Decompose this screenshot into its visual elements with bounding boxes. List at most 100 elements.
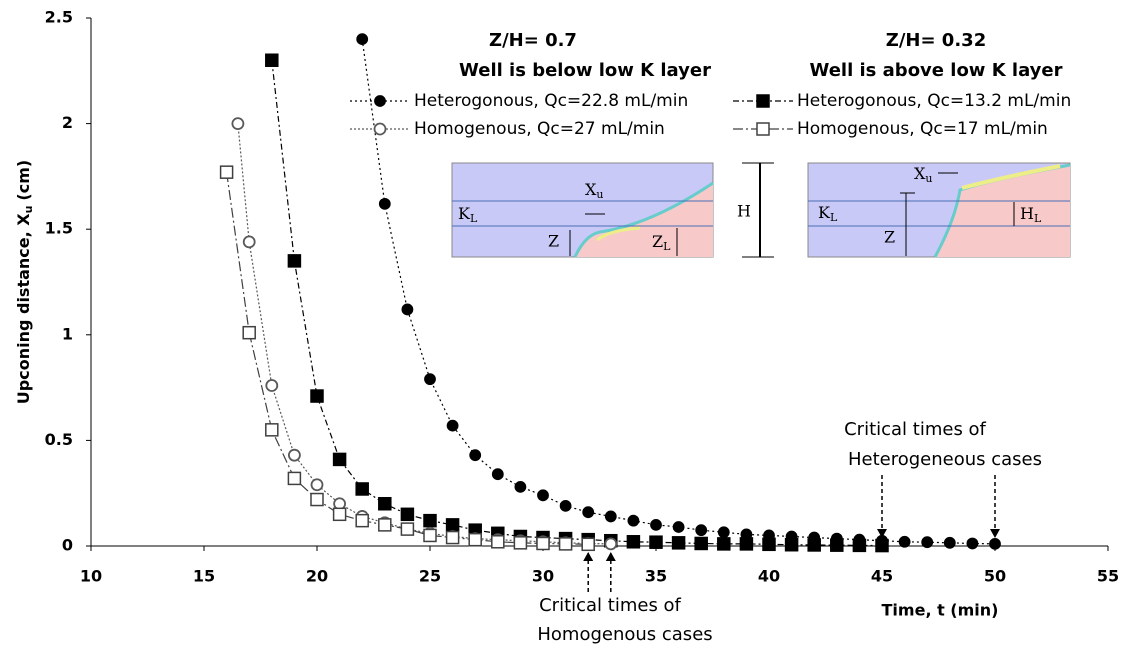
series-line (271, 60, 883, 547)
annotation: Z/H= 0.7 (489, 30, 577, 51)
marker (378, 197, 391, 210)
marker (356, 33, 369, 46)
marker (537, 489, 549, 502)
annotation: Well is above low K layer (809, 60, 1062, 81)
arrow-head (605, 552, 616, 561)
marker (265, 53, 279, 67)
y-tick-label: 1.5 (45, 219, 73, 238)
legend-marker (374, 95, 386, 107)
marker (310, 492, 324, 507)
marker (287, 471, 302, 486)
x-tick-label: 35 (645, 567, 667, 586)
marker (807, 538, 821, 552)
x-axis-title: Time, t (min) (882, 601, 999, 620)
inset-label: HL (1020, 204, 1042, 226)
inset-label: KL (458, 204, 478, 226)
marker (424, 373, 436, 386)
legend-label: Homogenous, Qc=27 mL/min (414, 119, 665, 139)
marker (989, 537, 1001, 550)
x-tick-label: 50 (984, 567, 1006, 586)
marker (626, 535, 641, 549)
marker (219, 165, 234, 179)
arrow-head (990, 529, 1000, 538)
y-axis-title: Upconing distance, Xu(cm) (14, 160, 36, 404)
marker (491, 535, 505, 549)
x-tick-label: 25 (419, 567, 441, 586)
x-tick-label: 10 (80, 567, 102, 586)
legend-marker (756, 94, 770, 108)
marker (604, 537, 618, 551)
marker (310, 478, 324, 492)
marker (468, 532, 482, 547)
marker (332, 452, 347, 467)
annotation: Heterogeneous cases (848, 449, 1042, 470)
legend-label: Heterogonous, Qc=13.2 mL/min (797, 91, 1071, 111)
marker (310, 389, 324, 403)
x-tick-label: 30 (532, 567, 554, 586)
marker (491, 468, 504, 481)
marker (400, 507, 415, 522)
legend-marker (373, 122, 387, 136)
marker (469, 449, 482, 462)
marker (739, 537, 754, 551)
marker (717, 526, 730, 539)
marker (400, 522, 415, 536)
x-tick-label: 20 (306, 567, 328, 586)
arrow-head (583, 552, 594, 561)
marker (332, 507, 347, 522)
marker (943, 536, 956, 549)
marker (604, 510, 617, 523)
marker (445, 530, 460, 545)
marker (921, 536, 934, 549)
marker (558, 537, 573, 551)
marker (378, 497, 392, 511)
inset-right-mix (961, 164, 1061, 190)
x-tick-label: 55 (1097, 567, 1119, 586)
arrow-head (877, 529, 887, 538)
marker (355, 513, 369, 528)
inset-label: Xu (914, 164, 932, 186)
y-tick-label: 0 (62, 536, 73, 555)
marker (650, 518, 662, 531)
legend-label: Heterogonous, Qc=22.8 mL/min (414, 91, 688, 111)
marker (581, 537, 595, 552)
x-tick-label: 40 (758, 567, 780, 586)
marker (378, 518, 392, 532)
annotation: Well is below low K layer (459, 60, 711, 81)
marker (627, 514, 640, 527)
marker (265, 379, 279, 392)
annotation: Critical times of (539, 595, 681, 616)
marker (423, 513, 437, 528)
marker (694, 536, 708, 551)
series-line (226, 172, 589, 545)
marker (287, 254, 302, 268)
marker (898, 535, 911, 548)
y-tick-label: 2.5 (45, 8, 73, 27)
marker (830, 538, 844, 552)
annotation: Homogenous cases (537, 624, 712, 645)
marker (875, 538, 889, 553)
marker (423, 528, 437, 543)
dimension-arrows (569, 162, 1015, 258)
inset-label: Z (884, 228, 895, 247)
legend-marker (756, 122, 770, 136)
marker (401, 303, 414, 316)
inset-left-saltwater (452, 183, 713, 257)
marker (671, 536, 686, 550)
marker (582, 506, 595, 519)
marker (445, 518, 460, 532)
x-tick-label: 45 (871, 567, 893, 586)
inset-label: ZL (652, 232, 671, 254)
marker (513, 536, 528, 550)
marker (536, 536, 550, 551)
y-tick-label: 0.5 (45, 430, 73, 449)
marker (355, 482, 369, 496)
annotation: Z/H= 0.32 (886, 30, 986, 51)
marker (265, 423, 279, 437)
marker (242, 325, 256, 340)
inset-label: Z (548, 232, 559, 251)
x-tick-label: 15 (193, 567, 215, 586)
marker (559, 499, 572, 512)
inset-left-mix (596, 226, 641, 242)
